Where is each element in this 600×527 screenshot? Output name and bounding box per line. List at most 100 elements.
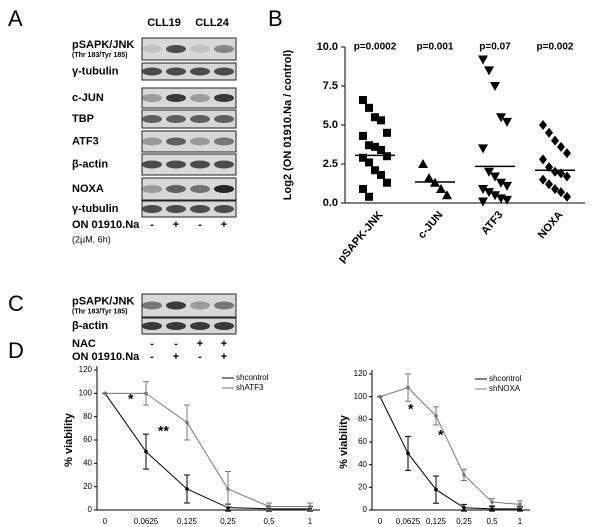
- data-point: [563, 148, 571, 159]
- data-point: [539, 120, 547, 130]
- x-tick-label: 0,125: [177, 517, 198, 526]
- data-point: [371, 113, 379, 122]
- blot-band: [142, 160, 162, 169]
- x-tick-label: 0,25: [220, 517, 236, 526]
- annotation: *: [408, 401, 414, 417]
- blot-band: [214, 160, 234, 169]
- y-tick-label: 60: [358, 437, 367, 446]
- p-value: p=0.001: [417, 42, 454, 53]
- y-tick-label: 80: [358, 414, 367, 423]
- data-point: [484, 188, 494, 198]
- row-label: ATF3: [72, 135, 99, 147]
- treatment-sign: -: [174, 338, 178, 350]
- blot-band: [214, 322, 234, 330]
- data-point: [490, 172, 500, 182]
- y-axis-label: % viability: [338, 414, 350, 469]
- blot-band: [190, 301, 210, 310]
- data-point: [490, 507, 494, 511]
- data-point: [144, 391, 148, 396]
- y-tick-label: 10.0: [317, 41, 338, 53]
- treatment-sign: -: [198, 351, 202, 363]
- x-tick-label: 0,5: [263, 517, 275, 526]
- data-point: [383, 128, 391, 137]
- data-point: [496, 178, 506, 188]
- data-point: [359, 131, 367, 140]
- x-tick-label: 0: [103, 517, 108, 526]
- blot-band: [214, 115, 234, 123]
- treatment-sign: -: [198, 219, 202, 231]
- row-label: pSAPK/JNK: [72, 295, 134, 307]
- data-point: [365, 192, 373, 201]
- blot-band: [142, 67, 162, 76]
- data-point: [557, 187, 565, 198]
- row-label: γ-tubulin: [72, 203, 119, 215]
- series-line: [104, 393, 310, 510]
- data-point: [563, 191, 571, 202]
- y-tick-label: 100: [354, 392, 368, 401]
- y-tick-label: 80: [83, 412, 92, 421]
- panel-letter: B: [268, 6, 283, 31]
- x-tick-label: NOXA: [536, 209, 566, 241]
- data-point: [377, 145, 385, 154]
- blot-band: [214, 137, 234, 146]
- blot-band: [166, 322, 186, 330]
- data-point: [378, 394, 382, 399]
- row-label: β-actin: [72, 320, 108, 332]
- blot-band: [214, 45, 234, 53]
- data-point: [502, 195, 512, 205]
- blot-band: [142, 137, 162, 146]
- treatment-sign: +: [221, 219, 227, 231]
- blot-band: [214, 185, 234, 193]
- y-tick-label: 0.0: [323, 197, 338, 209]
- data-point: [490, 191, 500, 201]
- data-point: [434, 487, 438, 492]
- p-value: p=0.0002: [354, 42, 397, 53]
- y-tick-label: 40: [83, 458, 92, 467]
- data-point: [462, 505, 466, 510]
- x-tick-label: 1: [308, 517, 313, 526]
- data-point: [502, 181, 512, 191]
- data-point: [371, 166, 379, 175]
- x-tick-label: 0,125: [426, 517, 447, 526]
- blot-band: [142, 94, 162, 102]
- column-label: CLL24: [195, 17, 230, 29]
- y-tick-label: 7.5: [323, 80, 338, 92]
- x-tick-label: 0,25: [456, 517, 472, 526]
- data-point: [490, 82, 500, 91]
- row-label: pSAPK/JNK: [72, 39, 134, 51]
- y-tick-label: 120: [354, 369, 368, 378]
- data-point: [144, 449, 148, 454]
- row-sublabel: (Thr 183/Tyr 185): [72, 52, 128, 59]
- column-label: CLL19: [147, 17, 181, 29]
- blot-band: [142, 45, 162, 53]
- blot-band: [190, 322, 210, 330]
- blot-strip: [141, 177, 237, 201]
- blot-band: [166, 205, 186, 213]
- blot-band: [214, 205, 234, 213]
- data-point: [383, 152, 391, 161]
- blot-band: [166, 301, 186, 310]
- y-tick-label: 2.5: [323, 158, 338, 170]
- blot-band: [214, 301, 234, 310]
- y-tick-label: 20: [358, 482, 367, 491]
- panel-letter: A: [8, 6, 23, 31]
- blot-band: [166, 67, 186, 76]
- blot-strip: [141, 87, 237, 109]
- data-point: [478, 144, 488, 154]
- data-point: [563, 171, 571, 182]
- data-point: [545, 179, 553, 190]
- data-point: [359, 184, 367, 193]
- data-point: [418, 159, 428, 168]
- treatment-sign: -: [150, 351, 154, 363]
- data-point: [308, 504, 312, 509]
- series-line: [105, 392, 310, 507]
- treatment-label: ON 01910.Na: [72, 219, 140, 231]
- data-point: [359, 96, 367, 105]
- blot-band: [190, 45, 210, 53]
- data-point: [462, 473, 466, 477]
- blot-band: [190, 115, 210, 123]
- row-label: TBP: [72, 113, 94, 125]
- y-tick-label: 0: [88, 505, 93, 514]
